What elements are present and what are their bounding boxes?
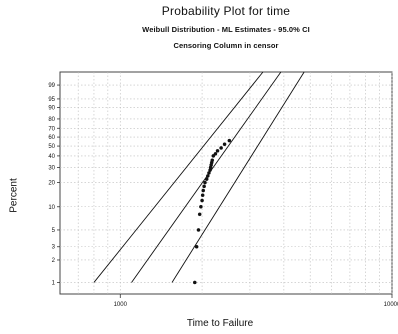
y-tick-label: 60 [48, 135, 55, 141]
y-tick-label: 50 [48, 144, 55, 150]
y-tick-label: 2 [52, 258, 56, 264]
x-tick-label: 1000 [114, 302, 128, 308]
y-tick-label: 20 [48, 181, 55, 187]
y-tick-label: 99 [48, 83, 55, 89]
y-tick-label: 95 [48, 97, 55, 103]
y-tick-label: 3 [52, 245, 56, 251]
data-point [194, 244, 199, 249]
plot-frame [59, 71, 393, 295]
data-point [215, 149, 220, 153]
data-point [201, 188, 206, 193]
ci-line [171, 71, 305, 283]
chart-subtitle: Weibull Distribution - ML Estimates - 95… [142, 25, 310, 34]
data-point [197, 212, 202, 217]
y-tick-label: 10 [48, 205, 55, 211]
chart-title: Probability Plot for time [161, 4, 291, 18]
y-tick-label: 40 [48, 154, 55, 160]
data-point [211, 154, 216, 158]
data-point [222, 142, 227, 147]
data-point [204, 177, 209, 181]
x-tick-label: 10000 [384, 302, 398, 308]
ci-line [93, 71, 264, 283]
y-tick-label: 5 [52, 228, 56, 234]
x-axis-label: Time to Failure [186, 318, 254, 329]
data-point [213, 152, 218, 156]
y-tick-label: 1 [52, 280, 56, 286]
data-point [227, 138, 232, 143]
data-point [203, 180, 207, 185]
data-point [202, 184, 206, 189]
data-point [196, 228, 201, 232]
data-point [200, 198, 204, 203]
y-tick-label: 30 [48, 165, 55, 171]
y-tick-label: 70 [48, 126, 55, 132]
data-point [206, 174, 210, 178]
fit-line [131, 71, 282, 283]
chart-subtitle-2: Censoring Column in censor [173, 41, 279, 50]
data-point [192, 280, 197, 285]
data-point [219, 146, 223, 150]
y-tick-label: 80 [48, 117, 55, 123]
y-tick-label: 90 [48, 105, 55, 111]
data-point [199, 204, 203, 209]
data-point [210, 158, 215, 163]
data-point [200, 193, 205, 198]
